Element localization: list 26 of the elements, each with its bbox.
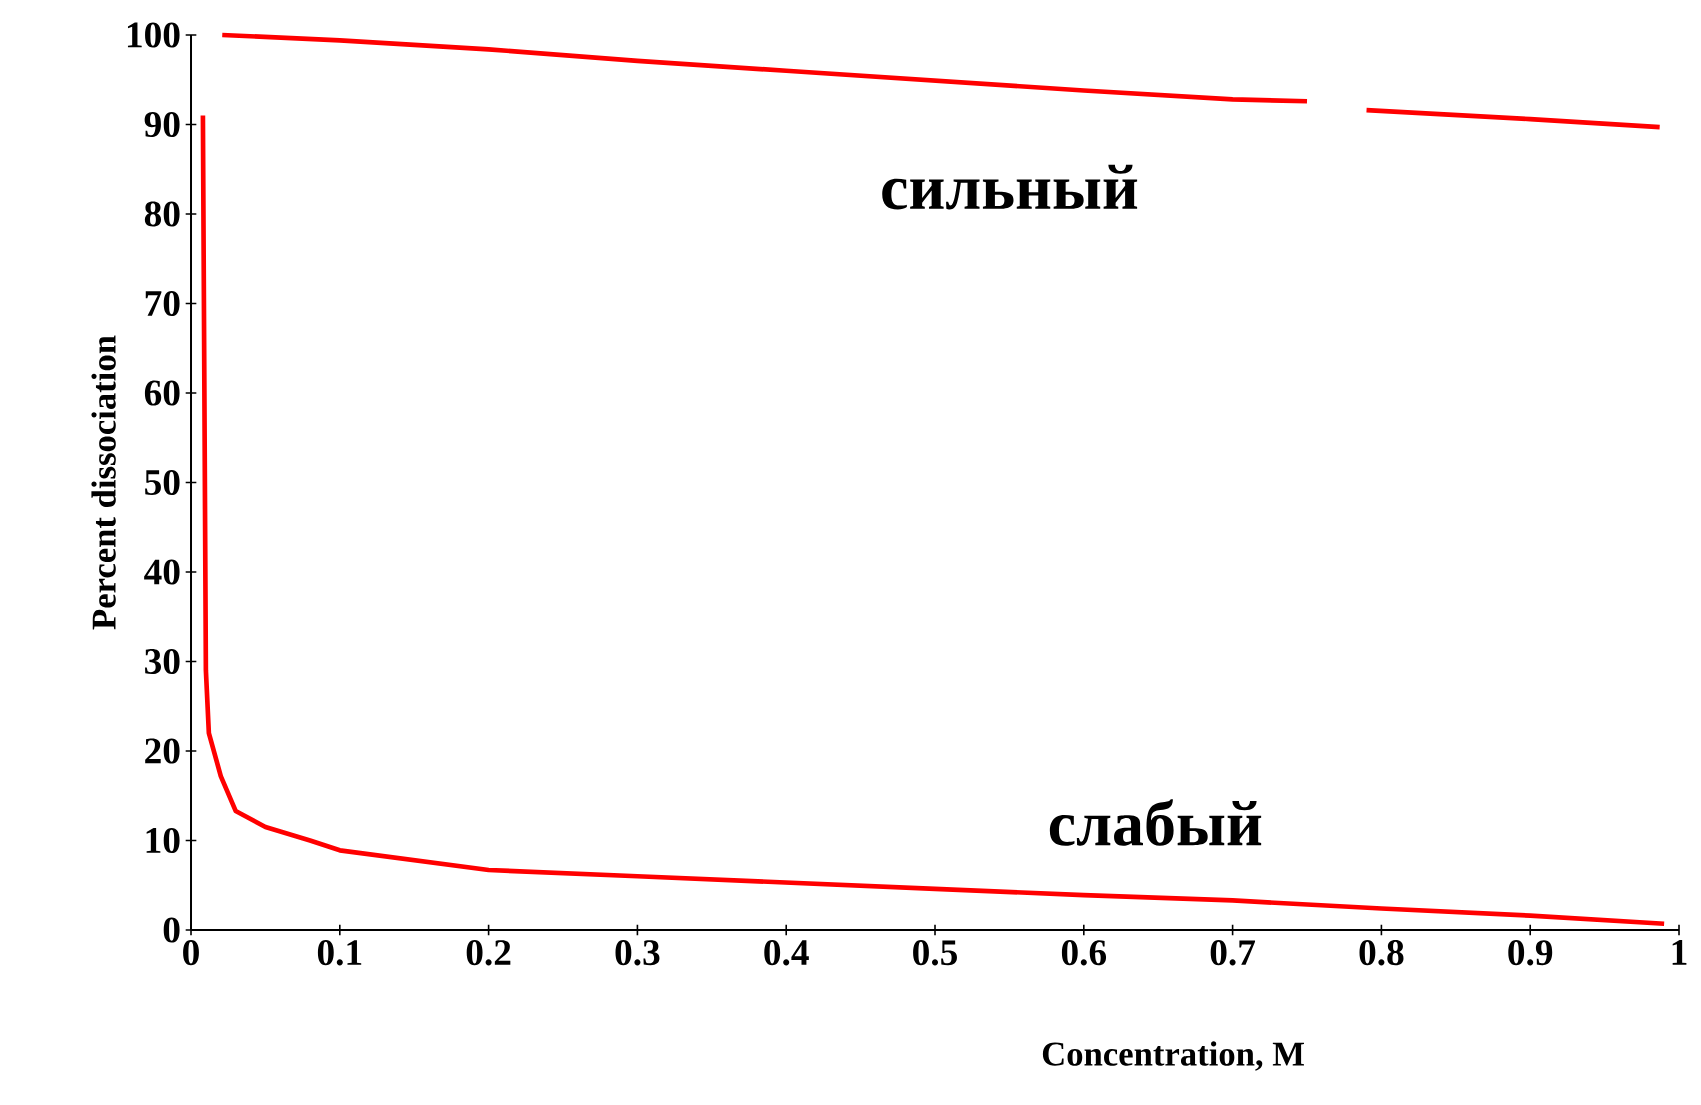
y-tick-label: 10 (146, 827, 180, 854)
y-tick-label: 100 (127, 22, 180, 48)
x-tick-label: 0.3 (615, 940, 660, 966)
x-tick-label: 0.5 (913, 940, 957, 966)
series-label: слабый (1049, 799, 1262, 846)
y-tick-label: 20 (145, 738, 180, 764)
series-label: сильный (882, 164, 1138, 210)
y-tick-label: 30 (145, 648, 180, 675)
x-tick-label: 0.1 (317, 940, 362, 966)
y-tick-label: 40 (144, 559, 180, 585)
x-tick-label: 0.2 (466, 940, 511, 966)
x-tick-label: 0 (183, 940, 199, 966)
y-tick-label: 90 (144, 111, 180, 138)
x-tick-label: 0.8 (1359, 940, 1404, 966)
y-tick-label: 70 (145, 290, 180, 317)
x-tick-label: 0.4 (764, 940, 809, 966)
x-tick-label: 0.9 (1508, 940, 1553, 966)
y-tick-label: 0 (163, 917, 180, 943)
y-tick-label: 60 (144, 380, 180, 406)
y-tick-label: 50 (145, 469, 180, 496)
x-tick-label: 0.7 (1210, 940, 1256, 966)
x-axis-title: Concentration, M (1042, 1041, 1304, 1071)
y-tick-label: 80 (144, 201, 180, 227)
x-tick-label: 1 (1672, 940, 1687, 965)
y-axis-title: Percent dissociation (91, 335, 116, 630)
x-tick-label: 0.6 (1061, 940, 1107, 966)
